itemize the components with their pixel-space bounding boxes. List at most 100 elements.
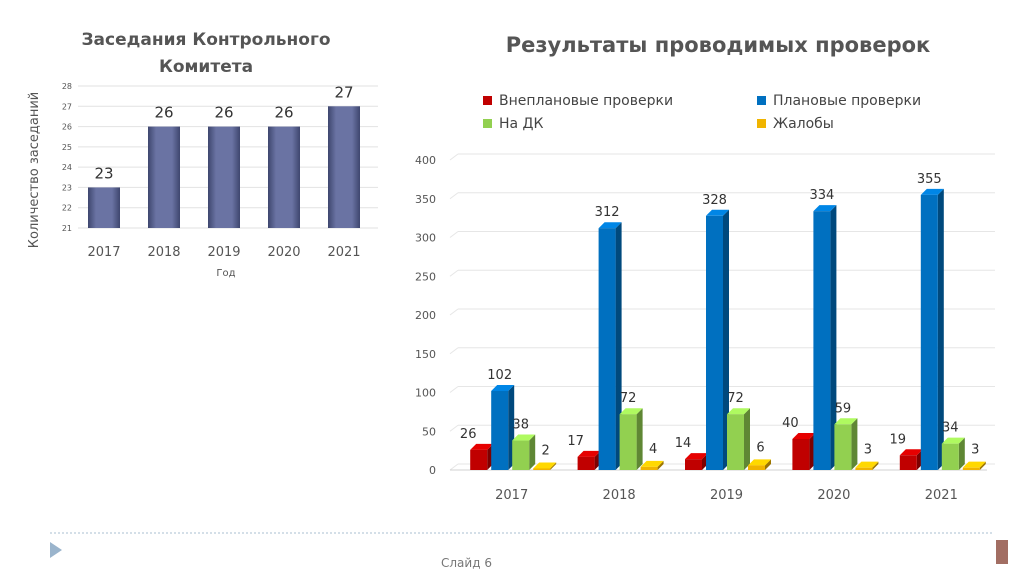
bar (941, 443, 959, 470)
bar-top (899, 449, 923, 456)
next-arrow-icon[interactable] (50, 542, 62, 558)
bar-side (765, 459, 771, 470)
legend-label: На ДК (499, 116, 543, 132)
data-label: 26 (154, 104, 173, 122)
data-label: 4 (649, 442, 657, 457)
bar (640, 466, 658, 470)
y-tick-label: 21 (62, 224, 72, 233)
y-tick-label: 150 (415, 348, 436, 361)
bar-side (744, 408, 750, 470)
bar-top (748, 459, 771, 466)
data-label: 26 (460, 427, 477, 442)
gridline (449, 424, 459, 432)
data-label: 72 (620, 391, 637, 406)
bar-side (529, 434, 536, 470)
bar (470, 449, 488, 470)
bar-top (685, 453, 708, 460)
gridline (449, 192, 459, 200)
bar (962, 467, 980, 470)
bar (899, 455, 917, 470)
bar-top (727, 408, 750, 415)
gridline (449, 347, 459, 355)
x-tick-label: 2017 (495, 488, 528, 503)
bar (619, 414, 637, 470)
logo-icon (996, 540, 1008, 564)
bar-top (941, 437, 965, 444)
y-tick-label: 100 (415, 387, 436, 400)
y-tick-label: 350 (415, 193, 436, 206)
bar-top (920, 188, 944, 195)
x-tick-label: 2017 (87, 245, 120, 260)
data-label: 72 (727, 391, 744, 406)
x-axis-label: Год (216, 268, 235, 279)
y-tick-label: 22 (62, 204, 72, 213)
y-tick-label: 250 (415, 270, 436, 283)
data-label: 3 (864, 443, 872, 458)
bar (88, 187, 120, 228)
legend-label: Жалобы (773, 116, 834, 132)
bar (685, 459, 702, 470)
bar-top (813, 205, 837, 212)
data-label: 102 (487, 368, 512, 383)
data-label: 328 (702, 193, 727, 208)
gridline (449, 308, 459, 316)
bar-side (979, 461, 986, 470)
bar (748, 465, 765, 470)
bar-top (706, 209, 729, 216)
y-tick-label: 26 (62, 123, 72, 132)
y-tick-label: 200 (415, 309, 436, 322)
legend-label: Плановые проверки (773, 93, 921, 109)
data-label: 26 (214, 104, 233, 122)
y-axis-label: Количество заседаний (27, 92, 42, 248)
bar (491, 390, 509, 470)
bar-side (830, 205, 837, 470)
bar-side (636, 408, 643, 470)
legend-swatch (483, 119, 492, 128)
legend-swatch (483, 96, 492, 105)
x-tick-label: 2019 (207, 245, 240, 260)
y-tick-label: 50 (422, 425, 436, 438)
gridline (449, 386, 459, 393)
bar (268, 126, 300, 228)
data-label: 38 (512, 418, 529, 433)
bar (598, 228, 616, 470)
gridline (449, 463, 459, 471)
bar (148, 126, 180, 228)
y-tick-label: 28 (62, 82, 72, 91)
bar-side (615, 222, 622, 470)
bar (577, 456, 595, 470)
bar (792, 439, 810, 470)
data-label: 355 (917, 172, 942, 187)
x-tick-label: 2019 (710, 488, 743, 503)
x-tick-label: 2021 (925, 488, 958, 503)
data-label: 14 (675, 436, 692, 451)
legend-swatch (757, 119, 766, 128)
left-chart-title: Комитета (159, 57, 253, 77)
bar-top (962, 461, 986, 468)
data-label: 34 (942, 421, 959, 436)
data-label: 59 (835, 401, 852, 416)
bar-top (640, 460, 664, 467)
x-tick-label: 2020 (817, 488, 850, 503)
bar-top (491, 384, 515, 391)
left-chart-title: Заседания Контрольного (81, 30, 330, 50)
legend-label: Внеплановые проверки (499, 93, 673, 109)
bar-top (792, 433, 816, 439)
data-label: 6 (756, 440, 764, 455)
gridline (449, 153, 459, 161)
x-tick-label: 2021 (327, 245, 360, 260)
data-label: 40 (782, 416, 799, 431)
gridline (449, 269, 459, 277)
data-label: 17 (567, 434, 584, 449)
x-tick-label: 2018 (603, 488, 636, 503)
y-tick-label: 0 (429, 464, 436, 477)
bar-top (577, 450, 601, 457)
data-label: 27 (334, 83, 353, 101)
bar (328, 106, 360, 228)
x-tick-label: 2018 (147, 245, 180, 260)
bar-side (958, 437, 965, 470)
x-tick-label: 2020 (267, 245, 300, 260)
bar-side (657, 460, 664, 470)
right-chart-title: Результаты проводимых проверок (506, 33, 931, 57)
gridline (449, 231, 459, 238)
